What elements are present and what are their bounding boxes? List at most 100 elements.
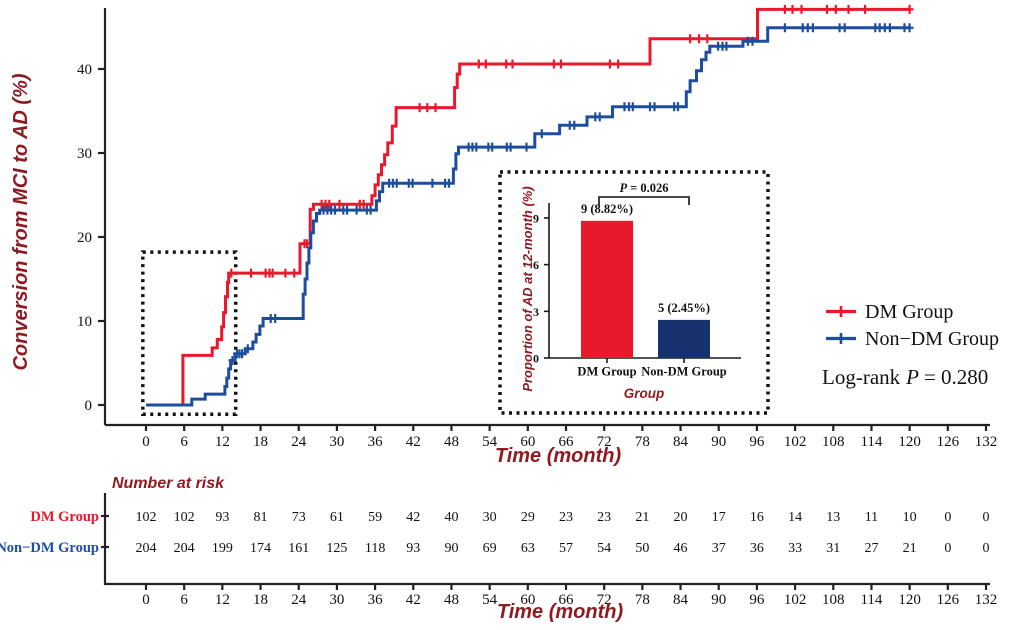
inset-y-axis-title: Proportion of AD at 12-month (%): [520, 186, 535, 391]
risk-x-tick-label: 132: [975, 592, 998, 608]
x-tick-label: 108: [822, 434, 845, 450]
x-tick-label: 54: [482, 434, 498, 450]
risk-value: 125: [326, 541, 347, 556]
risk-value: 118: [365, 541, 385, 556]
risk-value: 102: [136, 510, 157, 525]
risk-value: 90: [444, 541, 458, 556]
risk-value: 199: [212, 541, 233, 556]
y-tick-label: 0: [85, 398, 93, 414]
risk-value: 27: [864, 541, 878, 556]
risk-value: 204: [136, 541, 157, 556]
inset-y-tick-label: 6: [533, 258, 539, 272]
km-curve-dm-group: [146, 7, 910, 407]
y-axis-title: Conversion from MCI to AD (%): [10, 73, 32, 370]
risk-value: 40: [444, 510, 458, 525]
main-axis-ticks: 0 6 12 18 24 30 36 42 48 54 60 66 72 78 84 90 96 102 108 11…: [77, 62, 997, 450]
bar-dm-group: [581, 220, 633, 358]
x-tick-label: 90: [711, 434, 726, 450]
inset-significance-bracket: [598, 196, 690, 205]
y-tick-label: 10: [77, 314, 92, 330]
inset-bars: 0 3 6 9 9 (8.82%) DM Group 5 (2.45%) Non-DM Gro…: [533, 202, 727, 379]
km-curves: [146, 4, 914, 407]
risk-value: 174: [250, 541, 271, 556]
risk-value: 69: [483, 541, 497, 556]
bar-non-dm-group: [658, 319, 710, 358]
risk-x-tick-label: 60: [520, 592, 535, 608]
y-tick-label: 30: [77, 146, 92, 162]
x-tick-label: 42: [406, 434, 421, 450]
x-tick-label: 0: [142, 434, 150, 450]
y-tick-label: 40: [77, 62, 92, 78]
risk-row-label-dm: DM Group: [30, 509, 99, 525]
risk-value: 11: [865, 510, 878, 525]
risk-x-tick-label: 72: [597, 592, 612, 608]
inset-x-axis-title: Group: [624, 386, 665, 401]
risk-value: 16: [750, 510, 764, 525]
risk-x-tick-label: 114: [860, 592, 882, 608]
risk-value: 23: [559, 510, 573, 525]
logrank-p-value: Log-rank P = 0.280: [822, 365, 988, 389]
risk-value: 63: [521, 541, 535, 556]
risk-value: 29: [521, 510, 535, 525]
risk-value: 0: [983, 510, 990, 525]
risk-value: 50: [635, 541, 649, 556]
risk-x-tick-label: 12: [215, 592, 230, 608]
risk-x-tick-label: 102: [784, 592, 807, 608]
risk-value: 13: [826, 510, 840, 525]
x-axis-title: Time (month): [495, 445, 622, 467]
risk-x-tick-label: 108: [822, 592, 845, 608]
legend-label-nondm: Non−DM Group: [865, 328, 999, 350]
x-tick-label: 126: [937, 434, 960, 450]
x-tick-label: 24: [291, 434, 307, 450]
x-tick-label: 72: [597, 434, 612, 450]
risk-value: 102: [174, 510, 195, 525]
risk-value: 20: [674, 510, 688, 525]
risk-value: 73: [292, 510, 306, 525]
risk-value: 33: [788, 541, 802, 556]
risk-x-axis-title: Time (month): [497, 601, 624, 623]
risk-row-label-nondm: Non−DM Group: [0, 540, 99, 556]
x-tick-label: 36: [368, 434, 384, 450]
risk-value: 93: [215, 510, 229, 525]
risk-value: 161: [288, 541, 309, 556]
risk-value: 23: [597, 510, 611, 525]
risk-value: 61: [330, 510, 344, 525]
risk-x-tick-label: 48: [444, 592, 459, 608]
risk-value: 37: [712, 541, 726, 556]
inset-bar-chart: 0 3 6 9 9 (8.82%) DM Group 5 (2.45%) Non-DM Gro…: [498, 170, 770, 415]
risk-value: 81: [254, 510, 268, 525]
x-tick-label: 48: [444, 434, 459, 450]
x-tick-label: 18: [253, 434, 268, 450]
inset-y-tick-label: 0: [533, 352, 539, 366]
risk-x-tick-label: 96: [749, 592, 765, 608]
risk-value: 54: [597, 541, 611, 556]
risk-x-tick-label: 0: [142, 592, 150, 608]
x-tick-label: 102: [784, 434, 807, 450]
risk-table-title: Number at risk: [112, 475, 225, 492]
x-tick-label: 30: [329, 434, 344, 450]
risk-x-tick-label: 18: [253, 592, 268, 608]
x-tick-label: 120: [898, 434, 921, 450]
x-tick-label: 12: [215, 434, 230, 450]
x-tick-label: 60: [520, 434, 535, 450]
risk-axis-ticks: 0 6 12 18 24 30 36 42 48 54 60 66 72 78 84 90 96 102 108 11…: [142, 584, 997, 608]
inset-y-tick-label: 3: [533, 305, 539, 319]
inset-y-tick-label: 9: [533, 211, 539, 225]
inset-p-value: P = 0.026: [619, 181, 668, 195]
risk-value: 31: [826, 541, 840, 556]
legend: DM Group Non−DM Group Log-rank P = 0.280: [822, 301, 999, 389]
x-tick-label: 132: [975, 434, 998, 450]
risk-values: 102 102 93 81 73 61 59 42 40 30 29 23 23 21 20 17 16 14 13…: [101, 510, 990, 556]
main-plot: 0 6 12 18 24 30 36 42 48 54 60 66 72 78 84 90 96 102 108 11…: [10, 4, 997, 467]
x-tick-label: 6: [180, 434, 188, 450]
risk-x-tick-label: 66: [559, 592, 575, 608]
legend-label-dm: DM Group: [865, 301, 953, 323]
risk-value: 59: [368, 510, 382, 525]
legend-item-nondm: Non−DM Group: [826, 328, 999, 350]
risk-x-tick-label: 90: [711, 592, 726, 608]
bar-value-label: 9 (8.82%): [581, 202, 633, 216]
risk-value: 93: [406, 541, 420, 556]
risk-value: 46: [674, 541, 688, 556]
risk-value: 42: [406, 510, 420, 525]
